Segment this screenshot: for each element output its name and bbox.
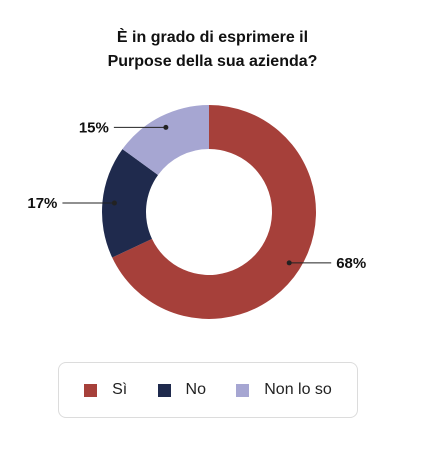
legend-label-non-lo-so: Non lo so xyxy=(264,381,332,398)
chart-legend: Sì No Non lo so xyxy=(58,362,358,418)
legend-item-no[interactable]: No xyxy=(157,381,206,399)
data-label-si: 68% xyxy=(336,255,366,272)
legend-item-si[interactable]: Sì xyxy=(84,381,127,399)
leader-dot-non-lo-so xyxy=(163,124,169,130)
legend-swatch-non-lo-so xyxy=(236,383,250,397)
legend-swatch-no xyxy=(157,383,171,397)
slice-non-lo-so[interactable] xyxy=(122,105,209,175)
leader-dot-no xyxy=(111,200,117,206)
chart-title-line-1: È in grado di esprimere il xyxy=(116,29,309,46)
data-label-no: 17% xyxy=(27,195,57,212)
legend-label-no: No xyxy=(185,381,206,398)
legend-item-non-lo-so[interactable]: Non lo so xyxy=(236,381,332,399)
legend-label-si: Sì xyxy=(112,381,128,398)
slice-no[interactable] xyxy=(102,149,159,258)
chart-title: È in grado di esprimere il Purpose della… xyxy=(0,26,425,74)
leader-dot-si xyxy=(286,260,292,266)
legend-swatch-si xyxy=(84,383,98,397)
slice-si[interactable] xyxy=(112,105,317,319)
data-label-non-lo-so: 15% xyxy=(79,119,109,136)
chart-title-line-2: Purpose della sua azienda? xyxy=(107,53,318,70)
